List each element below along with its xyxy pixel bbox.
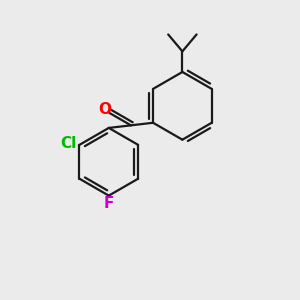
- Text: O: O: [98, 102, 111, 117]
- Text: Cl: Cl: [60, 136, 76, 151]
- Text: F: F: [103, 196, 114, 211]
